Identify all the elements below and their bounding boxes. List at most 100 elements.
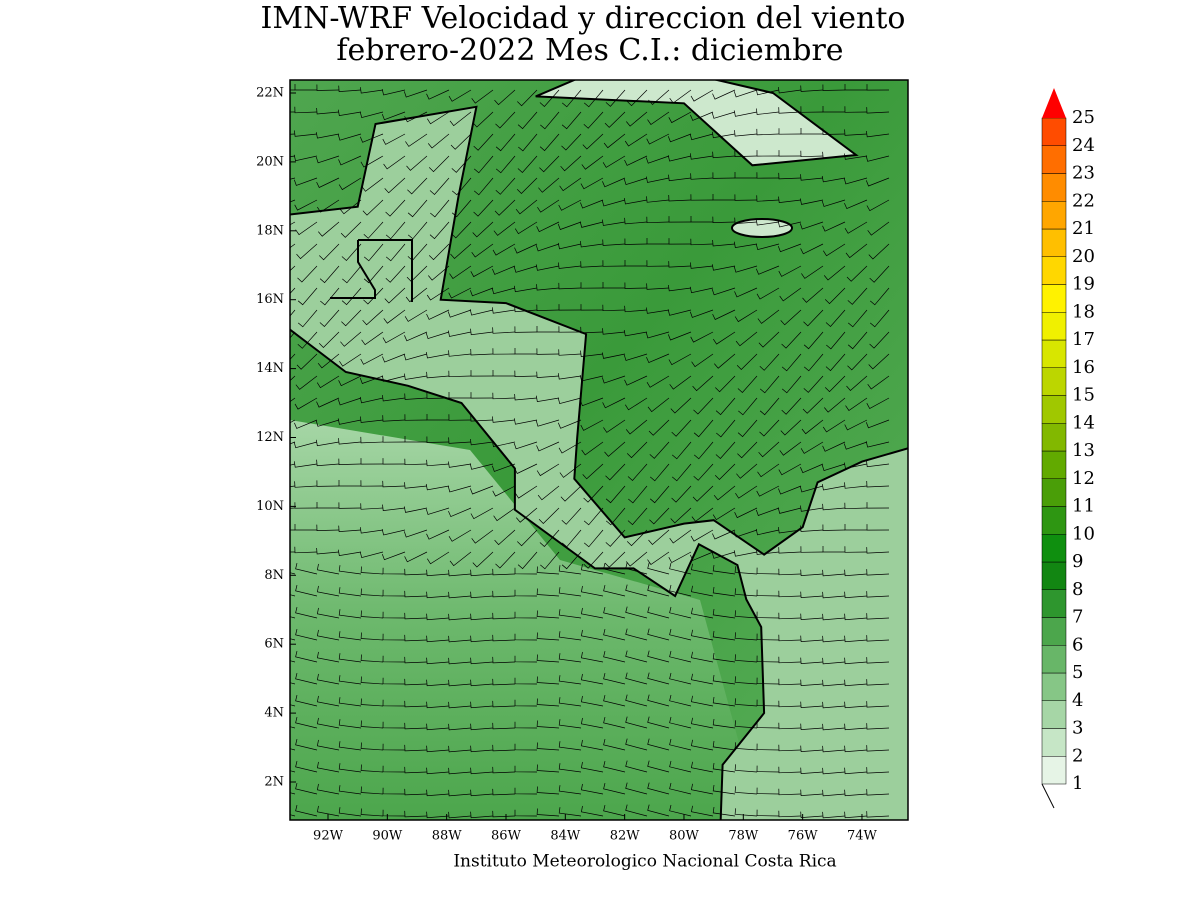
wind-barb [514, 765, 538, 773]
wind-barb [320, 287, 340, 306]
wind-barb [800, 243, 824, 255]
wind-barb [473, 155, 494, 174]
wind-barb [778, 172, 802, 180]
wind-barb [712, 608, 736, 619]
wind-barb [647, 628, 670, 641]
wind-barb [844, 221, 868, 234]
wind-barb [495, 177, 516, 195]
wind-barb [535, 264, 560, 271]
wind-barb [316, 783, 340, 795]
colorbar-label: 13 [1072, 440, 1095, 461]
wind-barb [866, 107, 890, 114]
wind-barb [382, 589, 406, 597]
wind-barb [669, 738, 692, 751]
wind-barb [360, 458, 384, 465]
wind-barb [341, 309, 362, 327]
wind-barb [517, 551, 538, 570]
wind-barb [869, 265, 890, 283]
wind-barb [295, 375, 318, 390]
wind-barb [382, 809, 406, 817]
wind-barb [734, 194, 758, 201]
wind-barb [338, 85, 362, 92]
lon-label: 80W [669, 829, 700, 844]
wind-barb [337, 549, 362, 557]
wind-barb [583, 551, 604, 569]
wind-barb [668, 551, 692, 563]
wind-barb [714, 463, 736, 480]
wind-barb [690, 529, 714, 542]
wind-barb [625, 584, 648, 597]
wind-barb [338, 525, 362, 532]
colorbar-swatch [1041, 228, 1067, 257]
wind-barb [448, 89, 472, 102]
wind-barb [759, 397, 780, 416]
wind-barb [667, 331, 692, 341]
wind-barb [449, 551, 472, 567]
colorbar-label: 17 [1072, 329, 1095, 350]
wind-barb [294, 481, 318, 488]
wind-barb [844, 84, 867, 91]
wind-barb [319, 265, 340, 284]
wind-barb [755, 243, 780, 251]
wind-barb [491, 440, 516, 448]
wind-barb [426, 679, 450, 687]
wind-barb [580, 350, 604, 357]
wind-barb [382, 415, 406, 422]
wind-barb [690, 695, 714, 707]
wind-barb [603, 717, 626, 729]
wind-barb [316, 739, 340, 751]
wind-barb [426, 392, 450, 399]
wind-barb [626, 529, 648, 547]
wind-barb [360, 436, 384, 444]
wind-barb [603, 133, 626, 149]
colorbar-label: 9 [1072, 551, 1083, 572]
wind-barb [294, 419, 318, 429]
wind-barb [866, 569, 890, 576]
wind-barb [536, 742, 560, 751]
colorbar-swatch [1041, 145, 1067, 174]
wind-barb [690, 89, 714, 102]
wind-barb [778, 810, 802, 818]
wind-barb [295, 717, 318, 729]
wind-barb [426, 767, 450, 775]
wind-barb [670, 397, 692, 414]
wind-barb [338, 502, 362, 509]
wind-barb [517, 111, 538, 130]
wind-barb [514, 809, 538, 817]
wind-barb [669, 89, 692, 104]
wind-barb [514, 699, 538, 707]
wind-barb [667, 133, 692, 143]
wind-barb [360, 742, 384, 751]
colorbar-label: 20 [1072, 246, 1095, 267]
wind-barb [822, 221, 846, 232]
wind-barb [492, 744, 516, 752]
wind-barb [535, 243, 560, 252]
wind-barb [338, 653, 362, 663]
wind-barb [780, 419, 802, 436]
wind-barb [558, 587, 582, 597]
wind-barb [404, 678, 428, 686]
wind-barb [647, 694, 670, 707]
colorbar-label: 12 [1072, 468, 1095, 489]
colorbar-label: 21 [1072, 218, 1095, 239]
wind-barb [844, 723, 868, 731]
wind-barb [513, 418, 538, 425]
wind-barb [536, 632, 560, 641]
wind-barb [602, 304, 626, 312]
wind-barb [316, 480, 340, 487]
wind-barb [514, 633, 538, 641]
wind-barb [602, 282, 625, 289]
wind-barb [690, 173, 714, 180]
wind-barb [759, 353, 780, 371]
wind-barb [426, 371, 450, 379]
wind-barb [558, 631, 582, 641]
wind-barb [381, 111, 406, 121]
wind-barb [539, 133, 560, 152]
wind-barb [847, 331, 868, 350]
wind-barb [845, 243, 868, 259]
wind-barb [778, 265, 802, 277]
wind-barb [448, 613, 472, 621]
wind-barb [338, 631, 362, 641]
wind-barb [337, 133, 362, 141]
wind-barb [865, 419, 890, 429]
